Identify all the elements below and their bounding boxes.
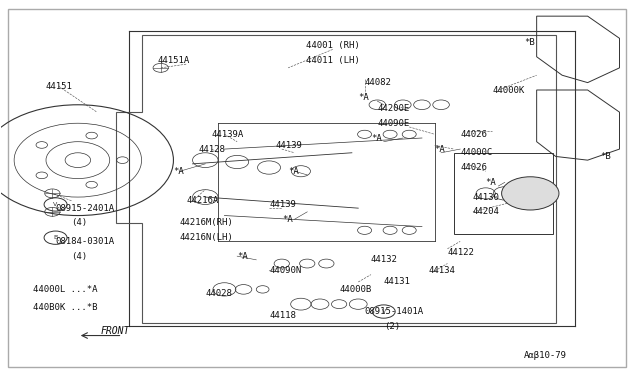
Text: 44090N: 44090N — [269, 266, 301, 275]
Text: 44011 (LH): 44011 (LH) — [306, 56, 360, 65]
Text: 44216A: 44216A — [186, 196, 218, 205]
Text: 44151: 44151 — [46, 82, 73, 91]
Text: 44026: 44026 — [460, 130, 487, 139]
Text: *A: *A — [237, 251, 248, 261]
Text: 44001 (RH): 44001 (RH) — [306, 41, 360, 50]
Text: *A: *A — [371, 134, 381, 142]
Bar — [454, 153, 552, 234]
Text: 44216N(LH): 44216N(LH) — [180, 233, 234, 242]
Text: (4): (4) — [72, 218, 88, 227]
Text: V: V — [53, 202, 58, 207]
Text: *A: *A — [486, 178, 497, 187]
Text: 08184-0301A: 08184-0301A — [56, 237, 115, 246]
Text: 44028: 44028 — [205, 289, 232, 298]
Text: *A: *A — [435, 145, 445, 154]
Text: (4): (4) — [72, 251, 88, 261]
Text: *A: *A — [282, 215, 292, 224]
Text: 44000K: 44000K — [492, 86, 524, 94]
Text: *A: *A — [358, 93, 369, 102]
Text: 44200E: 44200E — [378, 104, 410, 113]
Text: 44122: 44122 — [447, 248, 474, 257]
Text: 08915-1401A: 08915-1401A — [365, 307, 424, 316]
Text: 44000B: 44000B — [339, 285, 371, 294]
Text: 44139A: 44139A — [212, 130, 244, 139]
Text: FRONT: FRONT — [100, 326, 129, 336]
Text: 44151A: 44151A — [157, 56, 189, 65]
Text: 44082: 44082 — [365, 78, 392, 87]
Text: *A: *A — [173, 167, 184, 176]
Text: *B: *B — [524, 38, 534, 46]
Text: 44000L ...*A: 44000L ...*A — [33, 285, 98, 294]
Circle shape — [502, 177, 559, 210]
Text: V: V — [381, 309, 386, 314]
Text: 08915-2401A: 08915-2401A — [56, 203, 115, 213]
Text: B: B — [53, 235, 58, 240]
Text: Aαβ10-79: Aαβ10-79 — [524, 351, 567, 360]
Text: *A: *A — [288, 167, 299, 176]
Text: 44131: 44131 — [384, 278, 411, 286]
Text: 44000C: 44000C — [460, 148, 492, 157]
Text: 44090E: 44090E — [378, 119, 410, 128]
Text: *B: *B — [600, 152, 611, 161]
Text: 44130: 44130 — [473, 193, 500, 202]
Text: 44132: 44132 — [371, 255, 398, 264]
Text: (2): (2) — [384, 322, 400, 331]
Text: 44134: 44134 — [428, 266, 455, 275]
Text: 44204: 44204 — [473, 207, 500, 217]
Text: 44216M(RH): 44216M(RH) — [180, 218, 234, 227]
Text: 44139: 44139 — [275, 141, 302, 150]
Text: 44118: 44118 — [269, 311, 296, 320]
Text: 44139: 44139 — [269, 200, 296, 209]
Text: 440B0K ...*B: 440B0K ...*B — [33, 303, 98, 312]
Text: 44026: 44026 — [460, 163, 487, 172]
Text: 44128: 44128 — [199, 145, 226, 154]
